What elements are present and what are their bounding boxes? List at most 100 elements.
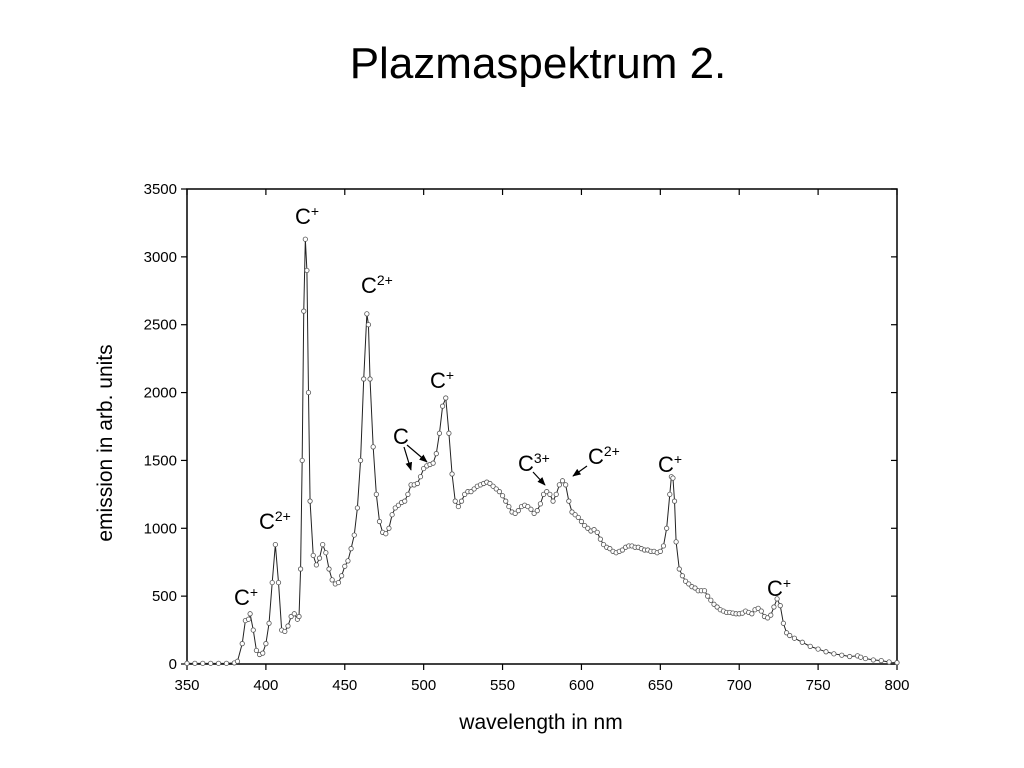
data-point	[299, 457, 305, 464]
annotation-sup: 3+	[534, 450, 550, 466]
data-point	[296, 613, 302, 620]
data-point	[266, 620, 272, 626]
data-point	[493, 486, 499, 492]
data-point	[291, 611, 297, 617]
data-point	[553, 491, 559, 497]
data-point	[329, 577, 335, 583]
annotation-text: C	[767, 576, 783, 601]
arrow	[572, 465, 588, 477]
data-point	[758, 608, 764, 614]
data-point	[657, 548, 663, 554]
data-point	[886, 659, 892, 665]
annotation-sup: +	[311, 203, 319, 219]
data-point	[894, 660, 900, 666]
data-point	[433, 451, 439, 457]
annotation-text: C	[259, 509, 275, 534]
data-point	[345, 558, 351, 564]
data-point	[823, 649, 829, 655]
data-point	[357, 457, 364, 464]
data-point	[578, 518, 585, 525]
data-point	[660, 543, 667, 549]
y-tick-label: 3500	[144, 181, 177, 198]
data-point	[326, 566, 332, 572]
data-point	[260, 650, 266, 656]
y-tick-label: 3000	[144, 249, 177, 266]
data-point	[302, 236, 308, 242]
data-point	[664, 525, 670, 531]
data-point	[799, 639, 805, 645]
data-point	[247, 611, 253, 617]
data-point	[208, 660, 214, 666]
data-point	[572, 512, 578, 518]
data-point	[847, 653, 853, 660]
data-point	[547, 491, 553, 497]
data-point	[288, 613, 294, 620]
data-point	[600, 541, 607, 548]
data-point	[297, 566, 304, 572]
data-point	[285, 623, 291, 629]
data-point	[544, 489, 550, 495]
data-point	[376, 518, 383, 525]
annotation: C2+	[361, 272, 393, 298]
data-point	[780, 620, 787, 626]
y-tick-label: 2500	[144, 317, 177, 334]
data-point	[667, 491, 673, 497]
data-point	[342, 563, 348, 569]
arrow	[406, 444, 428, 463]
data-point	[269, 579, 275, 586]
annotation-text: C	[393, 424, 409, 449]
data-point	[335, 579, 342, 586]
data-point	[787, 632, 793, 639]
y-tick-label: 1500	[144, 452, 177, 469]
data-point	[490, 483, 496, 489]
data-point	[215, 660, 222, 666]
annotation-sup: +	[783, 575, 791, 591]
x-tick-label: 700	[727, 677, 752, 694]
y-tick-label: 0	[169, 656, 177, 673]
data-point	[870, 657, 876, 663]
data-point	[581, 522, 588, 529]
annotation-sup: 2+	[377, 272, 393, 288]
data-point	[670, 475, 676, 481]
annotation: C2+	[259, 508, 291, 534]
data-point	[499, 493, 506, 499]
data-point	[200, 660, 206, 666]
data-point	[446, 430, 452, 436]
data-point	[862, 655, 869, 662]
data-point	[361, 376, 367, 382]
data-point	[316, 555, 323, 561]
annotation-text: C	[361, 273, 377, 298]
data-point	[348, 546, 354, 552]
annotation-text: C	[430, 368, 446, 393]
data-point	[282, 628, 288, 635]
data-point	[389, 512, 395, 518]
data-point	[253, 647, 260, 654]
data-point	[452, 498, 458, 504]
data-point	[304, 267, 310, 274]
data-point	[405, 491, 411, 497]
annotation: C+	[658, 451, 682, 477]
data-point	[556, 482, 562, 488]
data-point	[313, 562, 319, 568]
data-point	[607, 546, 613, 552]
data-point	[831, 651, 837, 657]
y-tick-label: 2000	[144, 385, 177, 402]
data-point	[774, 596, 780, 602]
annotation-sup: 2+	[275, 508, 291, 524]
data-point	[439, 403, 446, 409]
data-point	[468, 489, 474, 495]
x-tick-label: 550	[490, 677, 515, 694]
data-point	[339, 573, 345, 579]
data-point	[559, 478, 566, 484]
data-point	[531, 510, 537, 516]
x-tick-label: 400	[253, 677, 278, 694]
data-point	[878, 658, 884, 664]
data-point	[496, 489, 502, 495]
data-point	[239, 641, 245, 647]
data-point	[528, 506, 534, 512]
data-point	[815, 646, 821, 652]
annotation-sup: +	[250, 584, 258, 600]
annotation-text: C	[658, 452, 674, 477]
